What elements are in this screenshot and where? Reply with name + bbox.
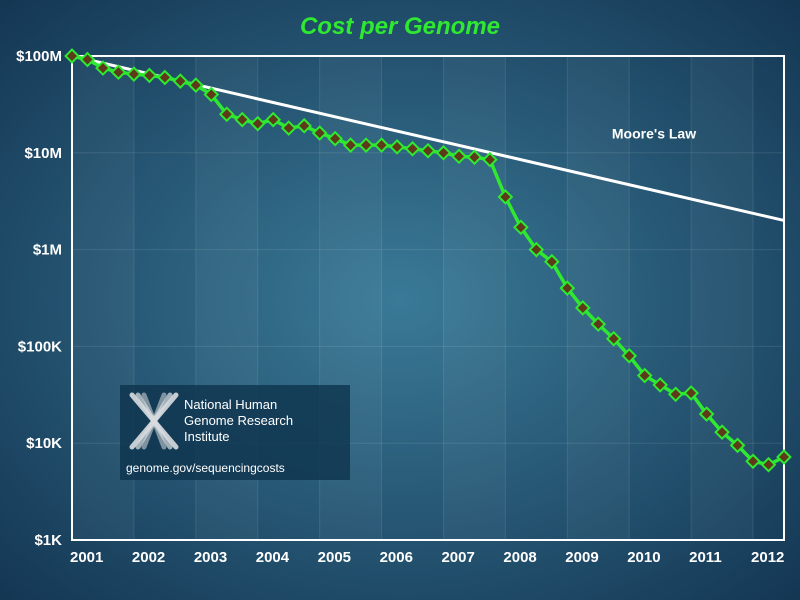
- x-tick-label: 2006: [380, 549, 413, 566]
- x-tick-label: 2007: [441, 549, 474, 566]
- x-tick-label: 2003: [194, 549, 227, 566]
- y-tick-label: $100K: [18, 338, 62, 355]
- genome-cost-chart: Cost per Genome $100M $10M $1M $100K $10K $1K 2…: [0, 0, 800, 600]
- x-tick-label: 2009: [565, 549, 598, 566]
- moores-law-label: Moore's Law: [612, 126, 696, 142]
- x-tick-label: 2011: [689, 549, 722, 566]
- y-tick-label: $10M: [24, 145, 62, 162]
- logo-text-line: National Human: [184, 397, 277, 412]
- logo-text-line: Institute: [184, 429, 230, 444]
- x-tick-label: 2012: [751, 549, 784, 566]
- y-tick-label: $1K: [34, 532, 62, 549]
- nhgri-logo-box: National HumanGenome ResearchInstitute ge…: [120, 385, 350, 480]
- grid-stripe: [443, 56, 505, 540]
- x-tick-label: 2008: [503, 549, 536, 566]
- y-tick-label: $100M: [16, 48, 62, 65]
- logo-url: genome.gov/sequencingcosts: [126, 461, 285, 475]
- chart-container: Cost per Genome $100M $10M $1M $100K $10K $1K 2…: [0, 0, 800, 600]
- x-tick-label: 2005: [318, 549, 351, 566]
- x-tick-label: 2010: [627, 549, 660, 566]
- chart-title: Cost per Genome: [300, 13, 500, 40]
- y-tick-label: $1M: [33, 242, 62, 259]
- x-tick-label: 2001: [70, 549, 103, 566]
- x-tick-label: 2004: [256, 549, 290, 566]
- grid-stripe: [691, 56, 753, 540]
- logo-text-line: Genome Research: [184, 413, 293, 428]
- x-tick-label: 2002: [132, 549, 165, 566]
- y-tick-label: $10K: [26, 435, 62, 452]
